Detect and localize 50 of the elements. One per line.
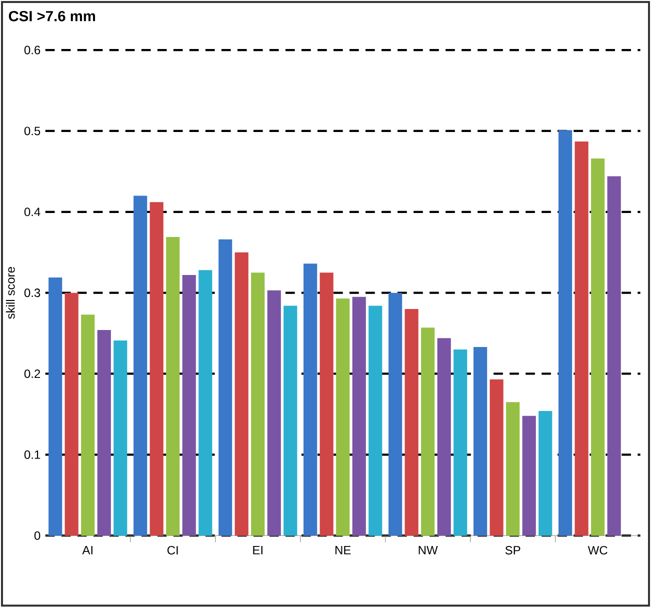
bar	[81, 314, 95, 536]
y-tick-label: 0	[34, 532, 40, 540]
bar	[574, 142, 588, 536]
x-tick-label: AI	[82, 546, 92, 554]
y-tick-label: 0.1	[24, 450, 40, 460]
bar	[490, 380, 504, 536]
bar	[404, 309, 418, 536]
chart-title: CSI >7.6 mm	[8, 11, 96, 22]
x-tick-label: NE	[335, 546, 351, 554]
y-tick-label: 0.6	[24, 46, 40, 54]
bar	[454, 350, 468, 536]
bar	[114, 340, 128, 536]
bar	[506, 402, 520, 536]
bar	[352, 297, 366, 536]
bar	[150, 202, 164, 536]
bar	[388, 292, 402, 536]
bar	[284, 306, 298, 536]
bar	[182, 275, 196, 536]
bar	[558, 130, 572, 536]
bar	[218, 240, 232, 536]
bar	[474, 347, 488, 536]
y-tick-label: 0.4	[24, 208, 40, 216]
bar	[134, 196, 148, 536]
bar	[64, 292, 78, 536]
x-tick-label: SP	[505, 546, 520, 555]
bar	[304, 264, 318, 536]
bar	[607, 176, 621, 536]
bar	[97, 330, 111, 536]
bar	[267, 290, 281, 536]
bar	[48, 278, 62, 536]
bar	[251, 272, 265, 536]
y-tick-label: 0.3	[24, 288, 40, 298]
bar	[336, 298, 350, 536]
bar	[437, 338, 451, 536]
x-tick-label: NW	[418, 546, 438, 554]
x-tick-label: WC	[588, 546, 608, 555]
bar	[234, 252, 248, 536]
bar	[591, 158, 605, 536]
y-tick-label: 0.5	[24, 126, 40, 136]
y-tick-label: 0.2	[24, 370, 40, 378]
bar	[368, 306, 382, 536]
bar	[166, 237, 180, 536]
bar	[538, 411, 552, 536]
bar	[522, 416, 536, 536]
x-tick-label: CI	[167, 546, 178, 555]
y-axis-title: skill score	[6, 267, 15, 320]
bar	[198, 270, 212, 536]
x-tick-label: EI	[253, 546, 262, 554]
bar	[320, 272, 334, 536]
bar	[421, 328, 435, 536]
